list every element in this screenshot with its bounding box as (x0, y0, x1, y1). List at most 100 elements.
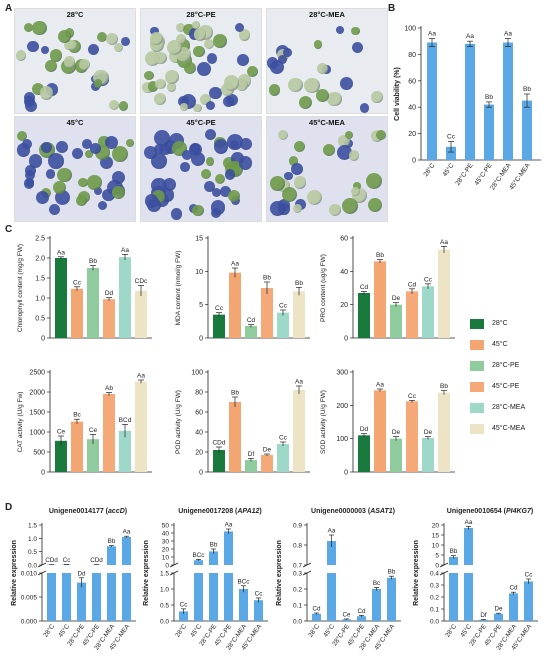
cell-image (304, 77, 320, 93)
cell-image (159, 143, 171, 156)
micrograph-label: 28°C-MEA (309, 10, 345, 19)
y-tick-label: 0.0 (430, 619, 439, 626)
cell-image (25, 169, 36, 180)
bar (484, 104, 494, 160)
y-tick-label: 80 (408, 52, 416, 59)
significance-label: De (494, 606, 503, 613)
panel-letter-a: A (5, 3, 13, 14)
significance-label: Aa (295, 379, 303, 386)
y-tick-label: 2.5 (35, 236, 45, 243)
cell-image (213, 34, 227, 48)
bar (358, 435, 370, 472)
cell-image (317, 63, 328, 74)
cell-image (353, 182, 362, 191)
x-tick-label: 45°C (459, 622, 474, 638)
y-tick-label: 0.010 (21, 571, 38, 578)
cell-image (240, 138, 252, 151)
cell-image (27, 40, 40, 53)
cell-image (326, 91, 342, 107)
y-axis-label: Relative expression (413, 540, 420, 606)
bar-lower (387, 577, 396, 621)
y-axis-label: CAT activity (U/g Fw) (17, 392, 24, 453)
cell-image (175, 22, 186, 33)
y-tick-label: 40 (408, 105, 416, 112)
significance-label: Cc (525, 572, 533, 579)
cell-image (90, 143, 101, 155)
cell-image (209, 87, 222, 100)
significance-label: Bb (450, 548, 458, 555)
legend-label: 28°C-MEA (492, 404, 526, 411)
cell-image (269, 176, 285, 191)
cell-image (155, 78, 166, 90)
y-tick-label: 0.2 (293, 587, 302, 594)
cell-image (203, 38, 214, 49)
bar-lower (479, 619, 488, 621)
y-tick-label: 0 (165, 563, 169, 570)
cell-image (337, 144, 353, 161)
y-tick-label: 1.0 (28, 536, 37, 543)
cell-image (16, 130, 27, 142)
cell-image (215, 173, 226, 184)
significance-label: Aa (121, 247, 129, 254)
legend-item: 28°C-MEA (470, 397, 525, 418)
bar-lower (77, 582, 86, 621)
y-tick-label: 500 (33, 450, 45, 457)
significance-label: Cc (408, 393, 417, 400)
cell-image (35, 191, 49, 205)
significance-label: Ce (57, 429, 66, 436)
y-tick-label: 40 (162, 531, 170, 538)
bar (438, 249, 450, 338)
significance-label: Cc (447, 134, 456, 141)
panel-letter-b: B (388, 3, 396, 14)
cell-image (109, 100, 120, 111)
y-tick-label: 40 (340, 269, 348, 276)
bar-upper (327, 541, 336, 565)
significance-label: Cd (360, 284, 369, 291)
cell-image (193, 103, 202, 113)
significance-label: Cd (509, 585, 518, 592)
y-tick-label: 50 (162, 523, 170, 530)
bar-lower (372, 589, 381, 621)
significance-label: Cc (63, 557, 71, 564)
cell-image (144, 70, 154, 81)
bar (135, 290, 147, 338)
bar (245, 326, 257, 338)
bar-lower (464, 573, 473, 621)
y-tick-label: 0 (344, 470, 348, 477)
cell-image (170, 208, 183, 221)
cell-image (223, 75, 240, 91)
significance-label: Bb (485, 94, 493, 101)
significance-label: Bb (523, 86, 531, 93)
cell-image (313, 39, 323, 49)
chart-title-gene: Unigene0010654 ( (447, 508, 507, 515)
cell-image (335, 26, 344, 35)
cell-image (58, 29, 72, 43)
cell-image (45, 169, 55, 179)
y-tick-label: 0.5 (160, 603, 169, 610)
cell-image (206, 101, 216, 111)
y-axis-label: POD activity (U/g FW) (175, 390, 182, 454)
significance-label: Aa (440, 239, 448, 246)
y-tick-label: 0.0 (160, 619, 169, 626)
bar (55, 440, 67, 472)
cell-image (24, 22, 34, 33)
bar (55, 258, 67, 338)
y-tick-label: 0.0 (293, 619, 302, 626)
y-tick-label: 20 (432, 523, 440, 530)
y-axis-label: MDA content (nmol/g FW) (175, 251, 182, 326)
cell-image (166, 82, 177, 92)
chart-title: Unigene0000003 (ASAT1) (311, 508, 395, 515)
cell-image (112, 186, 125, 199)
y-tick-label: 0.2 (430, 595, 439, 602)
chart-title-close: ) (531, 508, 533, 515)
bar-lower (179, 611, 188, 621)
y-tick-label: 60 (195, 410, 203, 417)
cell-image (235, 23, 245, 33)
bar-upper (449, 557, 458, 565)
y-axis-label: Relative expression (276, 540, 283, 606)
cell-image (316, 89, 330, 103)
bar-upper (209, 551, 218, 565)
cell-image (288, 77, 303, 92)
chart-pod-activity: 0 20 40 60 80 100 POD activity (U/g FW) CDd Bb Df… (175, 370, 310, 477)
